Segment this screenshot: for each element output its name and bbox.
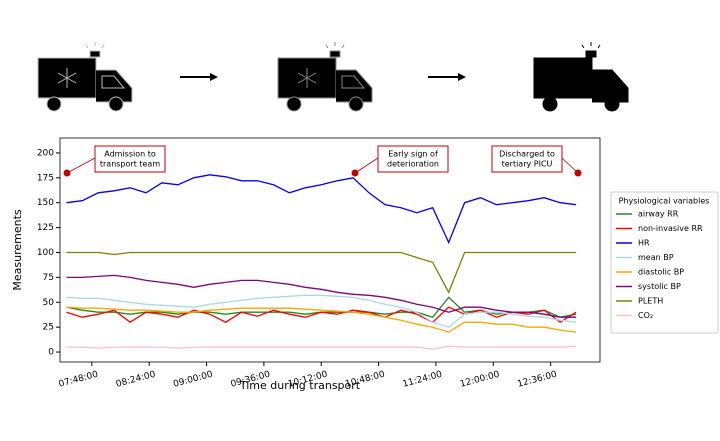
annotation-text: tertiary PICU (502, 160, 553, 169)
legend-label: mean BP (638, 253, 674, 262)
plot-frame (59, 137, 601, 363)
ambulance-icon-end (533, 41, 629, 112)
y-tick-label: 125 (37, 223, 54, 233)
y-tick-label: 175 (37, 173, 54, 183)
series-line (66, 251, 577, 294)
y-axis-label: Measurements (11, 209, 24, 291)
x-tick-label: 10:48:00 (344, 370, 386, 390)
annotation-connector (561, 157, 579, 174)
x-tick-label: 12:36:00 (516, 370, 558, 390)
legend-box (610, 191, 719, 334)
series-line (66, 306, 577, 333)
annotation-text: deterioration (387, 160, 439, 169)
x-tick-label: 09:00:00 (172, 370, 214, 390)
y-tick-label: 50 (43, 298, 55, 308)
legend-label: HR (638, 239, 650, 248)
ambulance-icon-start (37, 41, 133, 112)
annotation-text: Admission to (104, 150, 156, 159)
annotation-dot (574, 169, 582, 177)
x-tick-label: 12:00:00 (459, 370, 501, 390)
ambulance-icon-middle (277, 41, 373, 112)
series-line (66, 345, 577, 350)
y-tick-label: 75 (43, 273, 54, 283)
annotation-box (94, 145, 166, 173)
annotation-text: Discharged to (499, 150, 555, 159)
legend-label: CO₂ (638, 311, 653, 320)
y-tick-label: 200 (37, 148, 54, 158)
y-tick-label: 0 (48, 348, 54, 358)
y-tick-label: 150 (37, 198, 54, 208)
arrow (180, 73, 218, 81)
annotation-text: Early sign of (388, 150, 438, 159)
legend-title: Physiological variables (619, 197, 710, 206)
legend-label: airway RR (638, 210, 679, 219)
series-line (66, 274, 577, 318)
annotation-dot (351, 169, 359, 177)
y-tick-label: 100 (37, 248, 54, 258)
arrow (428, 73, 466, 81)
legend-label: non-invasive RR (638, 224, 703, 233)
legend-label: PLETH (638, 297, 663, 306)
y-tick-label: 25 (43, 323, 54, 333)
series-line (66, 174, 577, 245)
x-axis-label: Time during transport (239, 379, 361, 392)
annotation-connector (66, 157, 96, 174)
annotation-dot (63, 169, 71, 177)
x-tick-label: 08:24:00 (115, 370, 157, 390)
x-tick-label: 11:24:00 (402, 370, 444, 390)
annotation-text: transport team (100, 160, 160, 169)
x-tick-label: 07:48:00 (58, 370, 100, 390)
annotation-box (491, 145, 563, 173)
series-line (66, 294, 577, 328)
legend-label: diastolic BP (638, 268, 684, 277)
legend-label: systolic BP (638, 282, 681, 291)
annotation-box (377, 145, 449, 173)
series-line (66, 306, 577, 323)
annotation-connector (354, 157, 379, 174)
